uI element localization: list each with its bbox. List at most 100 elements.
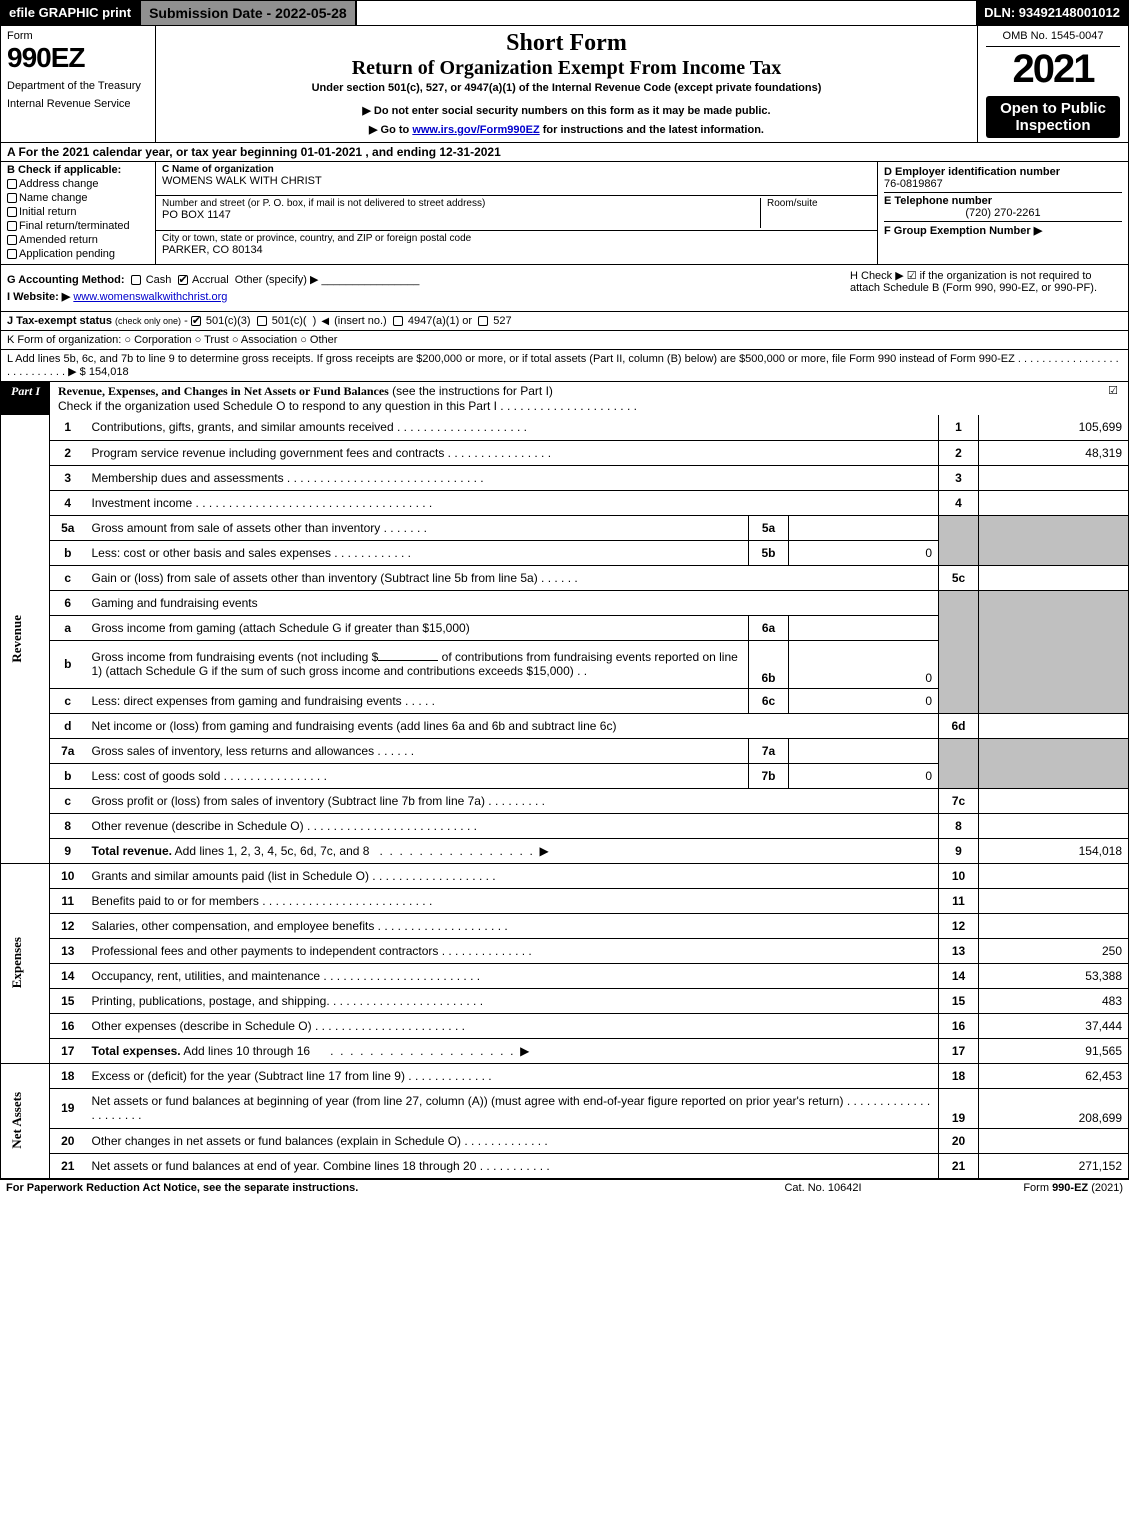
line-17: 17 Total expenses. Add lines 10 through … — [1, 1038, 1129, 1063]
checkbox-icon[interactable] — [191, 316, 201, 326]
l6b-pre: Gross income from fundraising events (no… — [92, 650, 379, 664]
opt-address: Address change — [19, 178, 99, 190]
l9-num: 9 — [50, 838, 86, 863]
line-19: 19 Net assets or fund balances at beginn… — [1, 1088, 1129, 1128]
checkbox-icon[interactable] — [131, 275, 141, 285]
form-header: Form 990EZ Department of the Treasury In… — [0, 26, 1129, 143]
l6c-desc: Less: direct expenses from gaming and fu… — [86, 688, 749, 713]
l1-amt: 105,699 — [979, 415, 1129, 440]
l6-desc: Gaming and fundraising events — [86, 590, 939, 615]
opt-pending: Application pending — [19, 248, 115, 260]
section-b: B Check if applicable: Address change Na… — [1, 162, 156, 264]
l5b-sub: 5b — [749, 540, 789, 565]
section-c: C Name of organization WOMENS WALK WITH … — [156, 162, 878, 264]
opt-final: Final return/terminated — [19, 220, 130, 232]
l9-amt: 154,018 — [979, 838, 1129, 863]
l7ab-ln-shaded — [939, 738, 979, 788]
row-l-gross-receipts: L Add lines 5b, 6c, and 7b to line 9 to … — [0, 350, 1129, 382]
header-middle: Short Form Return of Organization Exempt… — [156, 26, 978, 142]
l10-amt — [979, 863, 1129, 888]
l20-amt — [979, 1128, 1129, 1153]
l18-ln: 18 — [939, 1063, 979, 1088]
chk-address-change[interactable]: Address change — [7, 178, 149, 190]
l18-desc: Excess or (deficit) for the year (Subtra… — [86, 1063, 939, 1088]
l19-num: 19 — [50, 1088, 86, 1128]
accounting-method: G Accounting Method: Cash Accrual Other … — [7, 273, 842, 286]
street-label: Number and street (or P. O. box, if mail… — [162, 198, 754, 209]
l6c-num: c — [50, 688, 86, 713]
l2-amt: 48,319 — [979, 440, 1129, 465]
website-line: I Website: ▶ www.womenswalkwithchrist.or… — [7, 290, 842, 303]
l5c-desc: Gain or (loss) from sale of assets other… — [86, 565, 939, 590]
website-link[interactable]: www.womenswalkwithchrist.org — [73, 291, 227, 303]
internal-revenue-service: Internal Revenue Service — [7, 98, 149, 110]
chk-initial-return[interactable]: Initial return — [7, 206, 149, 218]
l21-num: 21 — [50, 1153, 86, 1178]
org-name-row: C Name of organization WOMENS WALK WITH … — [156, 162, 877, 196]
line-12: 12 Salaries, other compensation, and emp… — [1, 913, 1129, 938]
l7b-sub: 7b — [749, 763, 789, 788]
row-l-text: L Add lines 5b, 6c, and 7b to line 9 to … — [7, 353, 1119, 378]
checkbox-icon[interactable] — [393, 316, 403, 326]
l7a-sub: 7a — [749, 738, 789, 763]
l2-ln: 2 — [939, 440, 979, 465]
form-label: Form — [7, 30, 149, 42]
l9-ln: 9 — [939, 838, 979, 863]
l15-amt: 483 — [979, 988, 1129, 1013]
page-footer: For Paperwork Reduction Act Notice, see … — [0, 1179, 1129, 1196]
chk-final-return[interactable]: Final return/terminated — [7, 220, 149, 232]
l17-amt: 91,565 — [979, 1038, 1129, 1063]
checkbox-icon — [7, 193, 17, 203]
l3-ln: 3 — [939, 465, 979, 490]
l7a-subval — [789, 738, 939, 763]
part-i-subline: Check if the organization used Schedule … — [58, 399, 637, 413]
part-i-header: Part I Revenue, Expenses, and Changes in… — [0, 382, 1129, 415]
checkbox-icon[interactable] — [478, 316, 488, 326]
line-4: 4 Investment income . . . . . . . . . . … — [1, 490, 1129, 515]
checkbox-icon[interactable] — [178, 275, 188, 285]
footer-right-pre: Form — [1023, 1182, 1052, 1194]
l4-ln: 4 — [939, 490, 979, 515]
row-a-calendar-year: A For the 2021 calendar year, or tax yea… — [0, 143, 1129, 162]
l16-num: 16 — [50, 1013, 86, 1038]
header-right: OMB No. 1545-0047 2021 Open to Public In… — [978, 26, 1128, 142]
checkbox-icon — [7, 249, 17, 259]
top-bar: efile GRAPHIC print Submission Date - 20… — [0, 0, 1129, 26]
l18-num: 18 — [50, 1063, 86, 1088]
tel-value: (720) 270-2261 — [884, 207, 1122, 219]
ein-label: D Employer identification number — [884, 166, 1060, 178]
l12-desc: Salaries, other compensation, and employ… — [86, 913, 939, 938]
l6a-desc: Gross income from gaming (attach Schedul… — [86, 615, 749, 640]
checkbox-icon — [7, 235, 17, 245]
section-b-header: B Check if applicable: — [7, 164, 149, 176]
l6c-sub: 6c — [749, 688, 789, 713]
l15-desc: Printing, publications, postage, and shi… — [86, 988, 939, 1013]
g-cash: Cash — [146, 274, 172, 286]
l5ab-ln-shaded — [939, 515, 979, 565]
l7c-ln: 7c — [939, 788, 979, 813]
checkbox-icon — [7, 179, 17, 189]
chk-application-pending[interactable]: Application pending — [7, 248, 149, 260]
footer-paperwork: For Paperwork Reduction Act Notice, see … — [6, 1182, 723, 1194]
line-10: Expenses 10 Grants and similar amounts p… — [1, 863, 1129, 888]
l8-num: 8 — [50, 813, 86, 838]
g-label: G Accounting Method: — [7, 274, 125, 286]
l7b-num: b — [50, 763, 86, 788]
irs-gov-link[interactable]: www.irs.gov/Form990EZ — [412, 124, 539, 136]
l16-amt: 37,444 — [979, 1013, 1129, 1038]
part-i-checkbox[interactable]: ☑ — [1098, 382, 1128, 415]
l3-num: 3 — [50, 465, 86, 490]
chk-name-change[interactable]: Name change — [7, 192, 149, 204]
line-14: 14 Occupancy, rent, utilities, and maint… — [1, 963, 1129, 988]
ein-block: D Employer identification number 76-0819… — [884, 164, 1122, 193]
l11-amt — [979, 888, 1129, 913]
checkbox-icon[interactable] — [257, 316, 267, 326]
l10-num: 10 — [50, 863, 86, 888]
l15-ln: 15 — [939, 988, 979, 1013]
l11-num: 11 — [50, 888, 86, 913]
l17-desc: Total expenses. Add lines 10 through 16 … — [86, 1038, 939, 1063]
city-value: PARKER, CO 80134 — [162, 244, 871, 256]
chk-amended-return[interactable]: Amended return — [7, 234, 149, 246]
l13-amt: 250 — [979, 938, 1129, 963]
tax-year: 2021 — [986, 47, 1120, 92]
